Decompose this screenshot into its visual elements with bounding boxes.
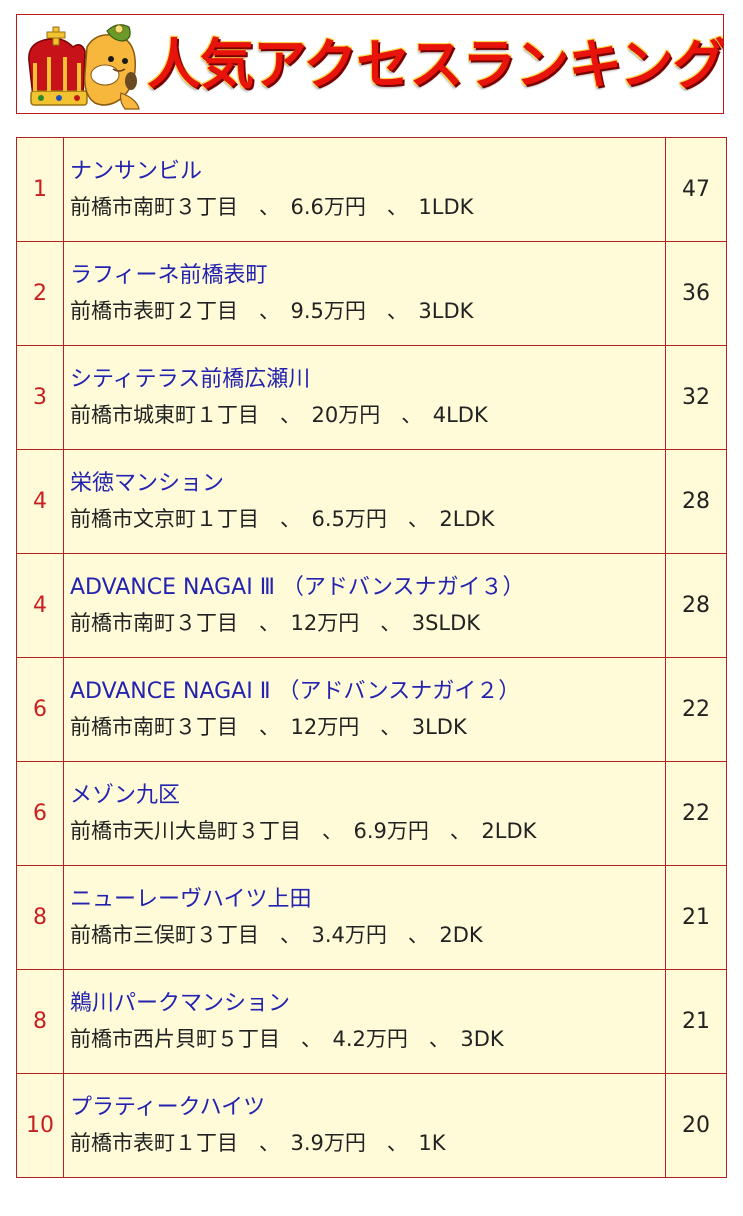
rank-number: 3	[16, 345, 64, 450]
property-detail: 前橋市南町３丁目 、 12万円 、 3SLDK	[70, 610, 481, 635]
rank-number: 10	[16, 1073, 64, 1178]
access-count: 28	[665, 553, 727, 658]
table-row[interactable]: 6 ADVANCE NAGAI Ⅱ （アドバンスナガイ２） 前橋市南町３丁目 、 1…	[16, 657, 727, 762]
access-count: 21	[665, 969, 727, 1074]
rank-number: 4	[16, 553, 64, 658]
property-info: プラティークハイツ前橋市表町１丁目 、 3.9万円 、 1K	[63, 1073, 666, 1178]
ranking-banner: 人気アクセスランキング	[16, 14, 724, 114]
access-count: 22	[665, 657, 727, 762]
property-info: ニューレーヴハイツ上田前橋市三俣町３丁目 、 3.4万円 、 2DK	[63, 865, 666, 970]
ranking-table: 1 ナンサンビル 前橋市南町３丁目 、 6.6万円 、 1LDK 47 2 ラフィーネ前橋…	[16, 137, 727, 1178]
ranking-table-body: 1 ナンサンビル 前橋市南町３丁目 、 6.6万円 、 1LDK 47 2 ラフィーネ前橋…	[16, 137, 727, 1178]
property-info: シティテラス前橋広瀬川前橋市城東町１丁目 、 20万円 、 4LDK	[63, 345, 666, 450]
rank-number: 2	[16, 241, 64, 346]
table-row[interactable]: 6 メゾン九区 前橋市天川大島町３丁目 、 6.9万円 、 2LDK 22	[16, 761, 727, 866]
table-row[interactable]: 3 シティテラス前橋広瀬川 前橋市城東町１丁目 、 20万円 、 4LDK 32	[16, 345, 727, 450]
property-info: 栄徳マンション前橋市文京町１丁目 、 6.5万円 、 2LDK	[63, 449, 666, 554]
rank-number: 1	[16, 137, 64, 242]
property-info: 鵜川パークマンション前橋市西片貝町５丁目 、 4.2万円 、 3DK	[63, 969, 666, 1074]
property-detail: 前橋市天川大島町３丁目 、 6.9万円 、 2LDK	[70, 818, 537, 843]
property-info: ラフィーネ前橋表町前橋市表町２丁目 、 9.5万円 、 3LDK	[63, 241, 666, 346]
property-name-link[interactable]: ナンサンビル	[70, 158, 203, 184]
access-count: 22	[665, 761, 727, 866]
access-count: 21	[665, 865, 727, 970]
access-count: 32	[665, 345, 727, 450]
table-row[interactable]: 8 鵜川パークマンション 前橋市西片貝町５丁目 、 4.2万円 、 3DK 21	[16, 969, 727, 1074]
property-info: ナンサンビル前橋市南町３丁目 、 6.6万円 、 1LDK	[63, 137, 666, 242]
rank-number: 8	[16, 865, 64, 970]
property-name-link[interactable]: 栄徳マンション	[70, 470, 225, 496]
property-info: ADVANCE NAGAI Ⅲ （アドバンスナガイ３） 前橋市南町３丁目 、 12…	[63, 553, 666, 658]
property-name-link[interactable]: ADVANCE NAGAI Ⅱ （アドバンスナガイ２）	[70, 678, 521, 704]
crown-mascot-icon	[28, 24, 140, 110]
property-name-link[interactable]: 鵜川パークマンション	[70, 990, 291, 1016]
property-detail: 前橋市表町２丁目 、 9.5万円 、 3LDK	[70, 298, 474, 323]
table-row[interactable]: 4 栄徳マンション 前橋市文京町１丁目 、 6.5万円 、 2LDK 28	[16, 449, 727, 554]
property-info: メゾン九区前橋市天川大島町３丁目 、 6.9万円 、 2LDK	[63, 761, 666, 866]
banner-title: 人気アクセスランキング	[147, 33, 724, 96]
property-name-link[interactable]: ラフィーネ前橋表町	[70, 262, 268, 288]
table-row[interactable]: 2 ラフィーネ前橋表町 前橋市表町２丁目 、 9.5万円 、 3LDK 36	[16, 241, 727, 346]
property-detail: 前橋市南町３丁目 、 12万円 、 3LDK	[70, 714, 467, 739]
access-count: 20	[665, 1073, 727, 1178]
property-name-link[interactable]: ADVANCE NAGAI Ⅲ （アドバンスナガイ３）	[70, 574, 525, 600]
property-detail: 前橋市表町１丁目 、 3.9万円 、 1K	[70, 1130, 446, 1155]
rank-number: 4	[16, 449, 64, 554]
property-detail: 前橋市西片貝町５丁目 、 4.2万円 、 3DK	[70, 1026, 504, 1051]
property-detail: 前橋市三俣町３丁目 、 3.4万円 、 2DK	[70, 922, 483, 947]
property-detail: 前橋市城東町１丁目 、 20万円 、 4LDK	[70, 402, 488, 427]
property-name-link[interactable]: ニューレーヴハイツ上田	[70, 886, 312, 912]
property-detail: 前橋市南町３丁目 、 6.6万円 、 1LDK	[70, 194, 474, 219]
table-row[interactable]: 1 ナンサンビル 前橋市南町３丁目 、 6.6万円 、 1LDK 47	[16, 137, 727, 242]
property-name-link[interactable]: メゾン九区	[70, 782, 181, 808]
property-name-link[interactable]: プラティークハイツ	[70, 1094, 266, 1120]
access-count: 36	[665, 241, 727, 346]
table-row[interactable]: 4 ADVANCE NAGAI Ⅲ （アドバンスナガイ３） 前橋市南町３丁目 、 1…	[16, 553, 727, 658]
access-count: 28	[665, 449, 727, 554]
access-count: 47	[665, 137, 727, 242]
property-detail: 前橋市文京町１丁目 、 6.5万円 、 2LDK	[70, 506, 495, 531]
table-row[interactable]: 8 ニューレーヴハイツ上田 前橋市三俣町３丁目 、 3.4万円 、 2DK 21	[16, 865, 727, 970]
property-info: ADVANCE NAGAI Ⅱ （アドバンスナガイ２） 前橋市南町３丁目 、 12…	[63, 657, 666, 762]
rank-number: 6	[16, 657, 64, 762]
rank-number: 6	[16, 761, 64, 866]
rank-number: 8	[16, 969, 64, 1074]
property-name-link[interactable]: シティテラス前橋広瀬川	[70, 366, 311, 392]
table-row[interactable]: 10 プラティークハイツ 前橋市表町１丁目 、 3.9万円 、 1K 20	[16, 1073, 727, 1178]
